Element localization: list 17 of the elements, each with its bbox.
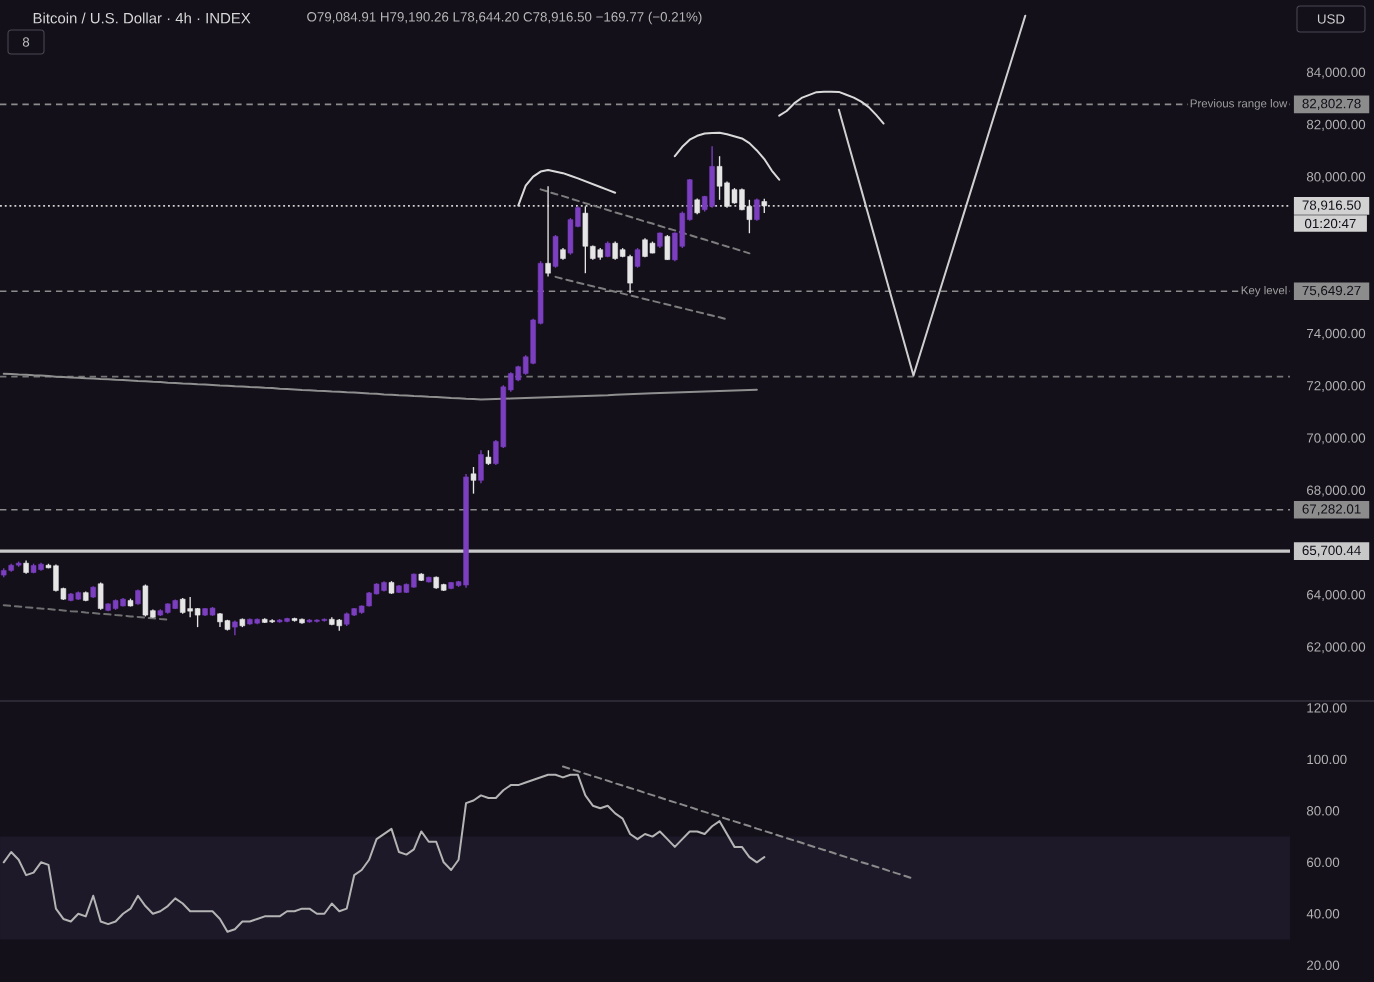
candlestick: [545, 185, 551, 278]
line-series: [2, 604, 169, 621]
line-series: [561, 765, 915, 880]
candlestick: [716, 155, 723, 201]
candlestick: [552, 234, 559, 269]
candlestick: [627, 253, 633, 294]
candlestick: [582, 205, 589, 274]
candlestick: [664, 234, 671, 261]
candlestick: [754, 197, 760, 222]
candlestick: [709, 145, 715, 209]
candlestick: [53, 563, 59, 593]
candlestick: [478, 449, 484, 484]
candlestick: [187, 596, 193, 618]
candlestick: [470, 466, 477, 495]
candlestick: [634, 247, 641, 269]
candlestick: [97, 581, 104, 611]
candlestick: [612, 240, 618, 261]
